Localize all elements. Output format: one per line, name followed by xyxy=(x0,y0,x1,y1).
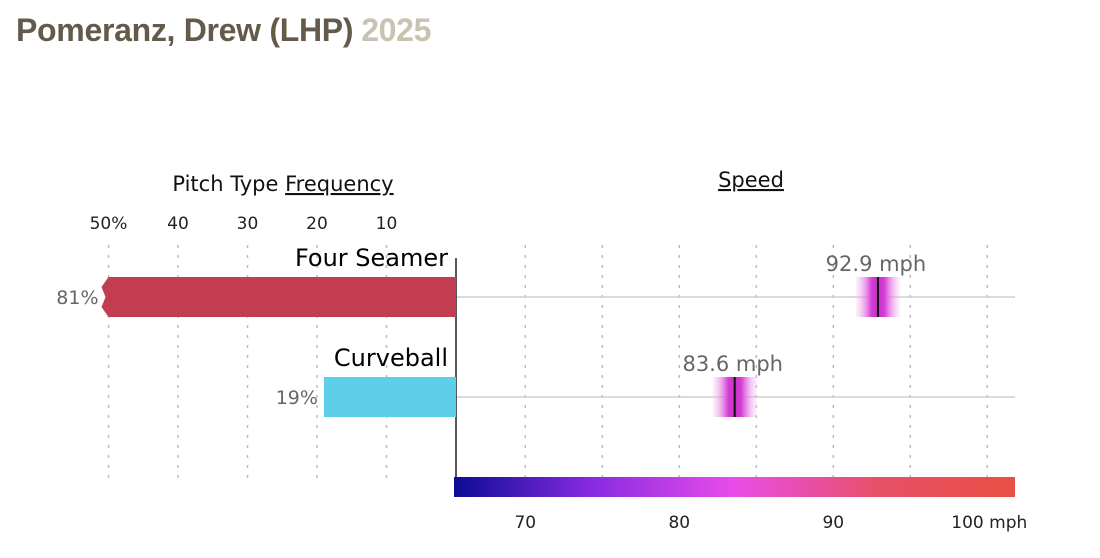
speed-value-label: 92.9 mph xyxy=(826,252,927,276)
page-title: Pomeranz, Drew (LHP) 2025 xyxy=(16,12,431,49)
frequency-title-link[interactable]: Frequency xyxy=(285,172,394,196)
frequency-value-label: 19% xyxy=(276,387,318,409)
speed-tick-label: 100 mph xyxy=(951,513,1027,533)
season-year: 2025 xyxy=(361,12,432,48)
frequency-bar xyxy=(323,377,456,417)
frequency-tick-label: 20 xyxy=(306,214,328,234)
player-name: Pomeranz, Drew (LHP) xyxy=(16,12,354,48)
frequency-title: Pitch Type Frequency xyxy=(172,172,393,196)
frequency-tick-label: 30 xyxy=(237,214,259,234)
frequency-title-prefix: Pitch Type xyxy=(172,172,285,196)
frequency-bar xyxy=(101,277,456,317)
frequency-tick-label: 10 xyxy=(376,214,398,234)
speed-tick-label: 80 xyxy=(668,513,690,533)
speed-tick-label: 90 xyxy=(822,513,844,533)
speed-tick-label: 70 xyxy=(514,513,536,533)
pitch-name-label: Four Seamer xyxy=(295,244,448,272)
speed-value-label: 83.6 mph xyxy=(682,352,783,376)
frequency-tick-label: 50% xyxy=(90,214,128,234)
frequency-tick-label: 40 xyxy=(167,214,189,234)
speed-colorbar xyxy=(454,477,1015,497)
speed-title[interactable]: Speed xyxy=(718,168,784,192)
pitch-name-label: Curveball xyxy=(334,344,448,372)
frequency-value-label: 81% xyxy=(56,287,98,309)
